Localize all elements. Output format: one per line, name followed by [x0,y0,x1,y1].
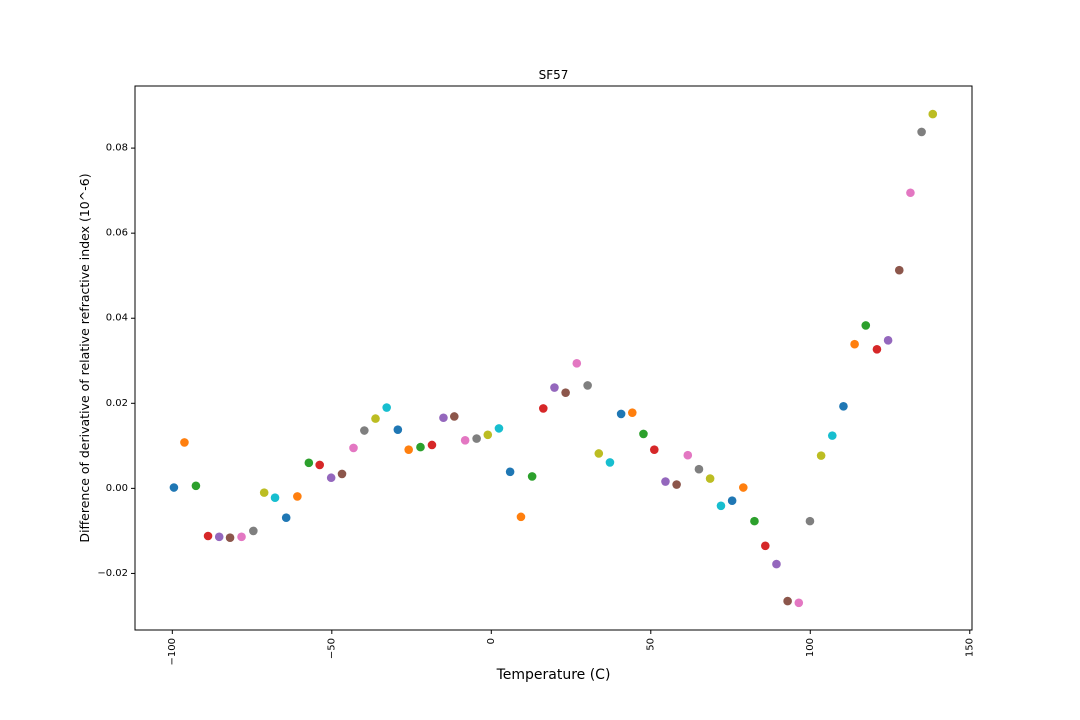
x-axis-ticks: −100 −50 0 50 100 150 [167,630,975,665]
data-point [505,467,515,477]
data-point [750,516,759,526]
data-point [180,438,189,447]
data-point [393,425,403,434]
data-point [883,336,893,345]
x-tick-label: 50 [645,638,656,651]
data-point [805,516,815,526]
data-point [816,451,826,460]
data-point [694,464,704,474]
data-point [627,408,637,417]
y-tick-label: −0.02 [97,568,128,579]
data-point [827,431,837,440]
chart-title: SF57 [539,68,569,82]
data-point [326,473,336,483]
data-point [225,533,235,543]
data-point [169,483,179,492]
data-point [337,469,347,479]
data-point [727,496,737,505]
data-point [349,443,358,453]
data-point [416,442,425,452]
data-point [214,532,224,542]
data-point [315,460,324,470]
data-point [249,526,258,536]
data-point [872,344,882,354]
data-point [538,404,548,413]
data-point [772,559,781,569]
data-point [360,426,369,435]
x-tick-label: 0 [486,638,497,644]
y-tick-label: 0.02 [106,398,128,409]
data-point [460,436,470,445]
plot-area-frame [134,85,973,631]
data-point [427,440,437,450]
data-point [705,474,715,483]
data-point [293,492,302,501]
data-point [783,596,792,606]
y-axis-ticks: −0.02 0.00 0.02 0.04 0.06 0.08 [97,143,135,579]
data-point [583,381,592,390]
data-point [191,481,201,491]
data-point [839,401,848,411]
x-tick-label: −50 [326,638,337,659]
data-point [550,383,559,392]
x-tick-label: −100 [167,638,178,665]
data-point [761,541,770,551]
data-point [527,472,537,481]
data-point [304,458,314,468]
data-point [917,127,926,137]
y-tick-label: 0.04 [106,313,128,324]
x-tick-label: 100 [805,638,816,657]
x-axis-title: Temperature (C) [496,667,611,683]
data-point [483,430,493,440]
data-point [259,488,269,497]
y-tick-label: 0.00 [106,483,128,494]
data-point [850,339,859,349]
data-point [616,409,626,419]
data-point [494,424,504,433]
data-point [449,412,459,421]
data-point [594,449,604,458]
data-point [281,513,291,523]
data-point [683,450,693,460]
data-points [169,109,938,608]
data-point [639,429,648,439]
data-point [572,359,582,368]
data-point [270,493,280,503]
data-point [649,445,659,454]
data-point [894,265,904,275]
data-point [906,188,915,198]
data-point [439,413,448,423]
data-point [203,531,213,541]
data-point [561,388,570,397]
x-tick-label: 150 [964,638,975,657]
y-axis-title: Difference of derivative of relative ref… [77,173,92,542]
data-point [738,483,748,492]
data-point [237,532,246,542]
data-point [661,477,670,486]
data-point [472,434,481,443]
data-point [716,501,726,511]
data-point [516,512,526,522]
data-point [928,109,938,119]
data-point [404,445,413,454]
y-tick-label: 0.06 [106,228,128,239]
data-point [672,480,681,489]
data-point [382,403,391,412]
data-point [605,458,615,467]
data-point [794,598,804,608]
data-point [371,414,380,423]
data-point [861,321,871,330]
y-tick-label: 0.08 [106,143,128,154]
